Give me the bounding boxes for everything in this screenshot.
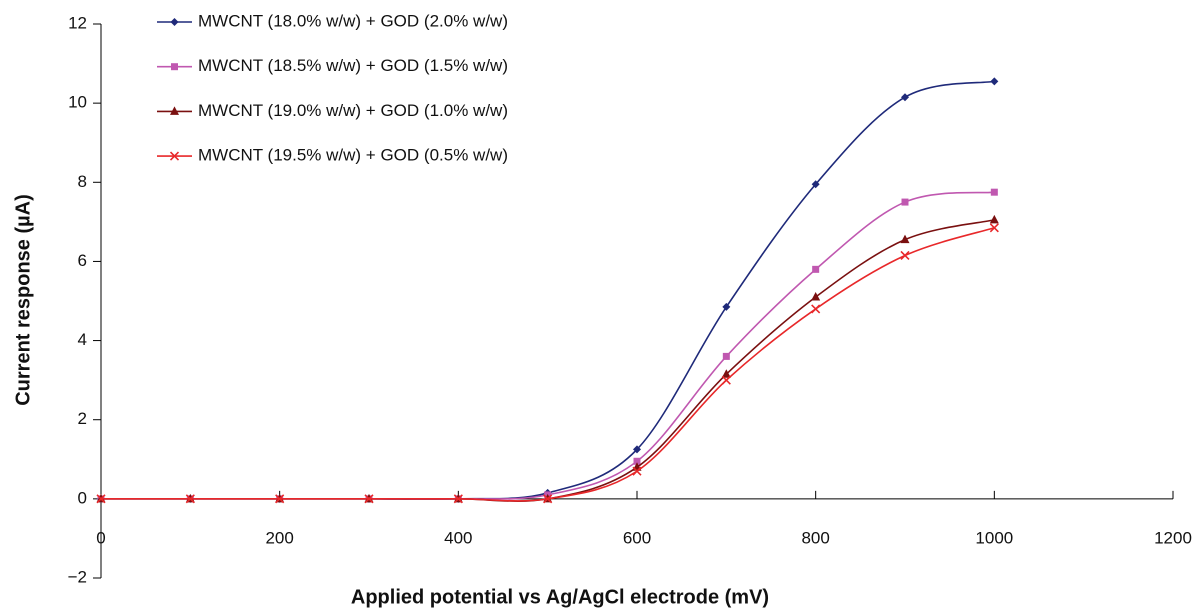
legend-label: MWCNT (19.5% w/w) + GOD (0.5% w/w) <box>198 146 508 165</box>
marker <box>901 198 909 206</box>
marker <box>900 250 910 261</box>
marker <box>811 304 821 314</box>
marker <box>811 180 820 189</box>
marker <box>722 352 730 360</box>
marker <box>812 265 820 273</box>
y-tick-label: −2 <box>68 567 87 586</box>
marker <box>989 223 999 233</box>
marker <box>633 457 641 465</box>
legend-label: MWCNT (19.0% w/w) + GOD (1.0% w/w) <box>198 101 508 120</box>
marker <box>901 93 909 102</box>
x-tick-label: 800 <box>801 528 829 547</box>
y-tick-label: 2 <box>78 409 87 428</box>
x-axis-title: Applied potential vs Ag/AgCl electrode (… <box>351 586 769 608</box>
marker <box>96 494 106 504</box>
x-tick-label: 1200 <box>1154 528 1192 547</box>
marker <box>275 494 285 504</box>
marker <box>811 292 821 301</box>
marker <box>185 494 195 504</box>
marker <box>721 375 731 385</box>
x-tick-label: 400 <box>444 528 472 547</box>
y-axis-title: Current response (µA) <box>12 194 34 406</box>
marker <box>632 466 642 476</box>
y-tick-label: 12 <box>68 13 87 32</box>
x-tick-label: 1000 <box>975 528 1013 547</box>
marker <box>989 214 999 224</box>
y-tick-label: 0 <box>78 488 87 507</box>
x-tick-label: 600 <box>623 528 651 547</box>
y-tick-label: 6 <box>78 251 87 270</box>
marker <box>633 445 641 454</box>
series-line <box>101 227 995 502</box>
legend-marker <box>169 151 180 161</box>
marker <box>721 369 731 378</box>
marker <box>543 494 553 504</box>
marker <box>990 77 999 86</box>
y-tick-label: 8 <box>78 172 87 191</box>
marker <box>990 188 998 196</box>
legend-label: MWCNT (18.5% w/w) + GOD (1.5% w/w) <box>198 56 508 75</box>
legend-marker <box>170 106 179 115</box>
marker <box>900 234 910 244</box>
series-line <box>101 191 995 500</box>
series-line <box>101 219 995 502</box>
x-tick-label: 200 <box>265 528 293 547</box>
series-line <box>101 80 995 501</box>
x-tick-label: 0 <box>96 528 105 547</box>
legend-label: MWCNT (18.0% w/w) + GOD (2.0% w/w) <box>198 11 508 30</box>
legend-marker <box>170 18 179 26</box>
legend-marker <box>171 63 178 71</box>
marker <box>722 302 731 311</box>
marker <box>364 494 374 504</box>
marker <box>453 494 463 504</box>
y-tick-label: 10 <box>68 93 87 112</box>
y-tick-label: 4 <box>78 330 87 349</box>
